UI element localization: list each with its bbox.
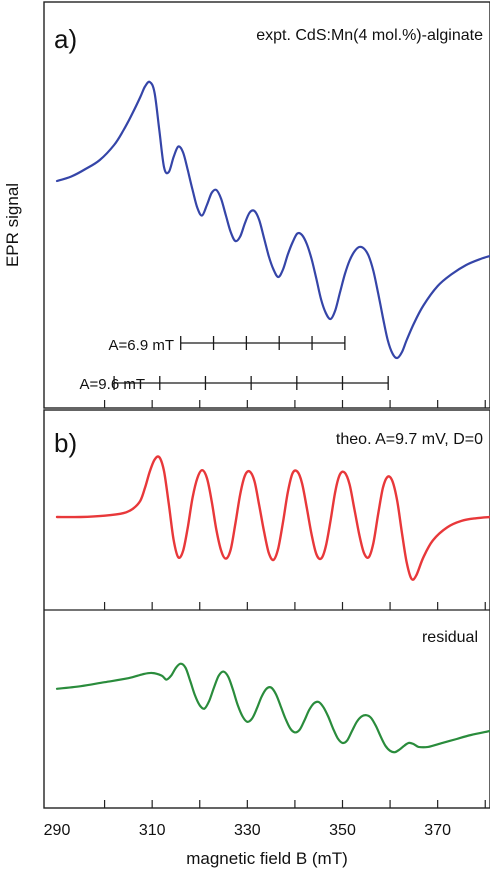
series-line-experimental	[57, 82, 490, 358]
x-axis-label: magnetic field B (mT)	[186, 849, 348, 868]
hyperfine-label-1: A=6.9 mT	[109, 337, 174, 354]
panel-title-residual: residual	[422, 629, 478, 646]
x-tick-label: 350	[329, 822, 356, 839]
x-tick-label: 370	[424, 822, 451, 839]
series-line-residual	[57, 664, 490, 753]
x-tick-labels: 290 310 330 350 370	[44, 822, 451, 839]
x-tick-label: 290	[44, 822, 71, 839]
x-tick-label: 310	[139, 822, 166, 839]
panel-title-b: theo. A=9.7 mV, D=0	[336, 431, 483, 448]
panel-label-a: a)	[54, 24, 77, 54]
y-axis-label: EPR signal	[3, 183, 22, 267]
series-line-theory	[57, 456, 490, 579]
panel-label-b: b)	[54, 428, 77, 458]
x-tick-label: 330	[234, 822, 261, 839]
panel-title-a: expt. CdS:Mn(4 mol.%)-alginate	[256, 27, 483, 44]
hyperfine-label-2: A=9.6 mT	[80, 376, 145, 393]
